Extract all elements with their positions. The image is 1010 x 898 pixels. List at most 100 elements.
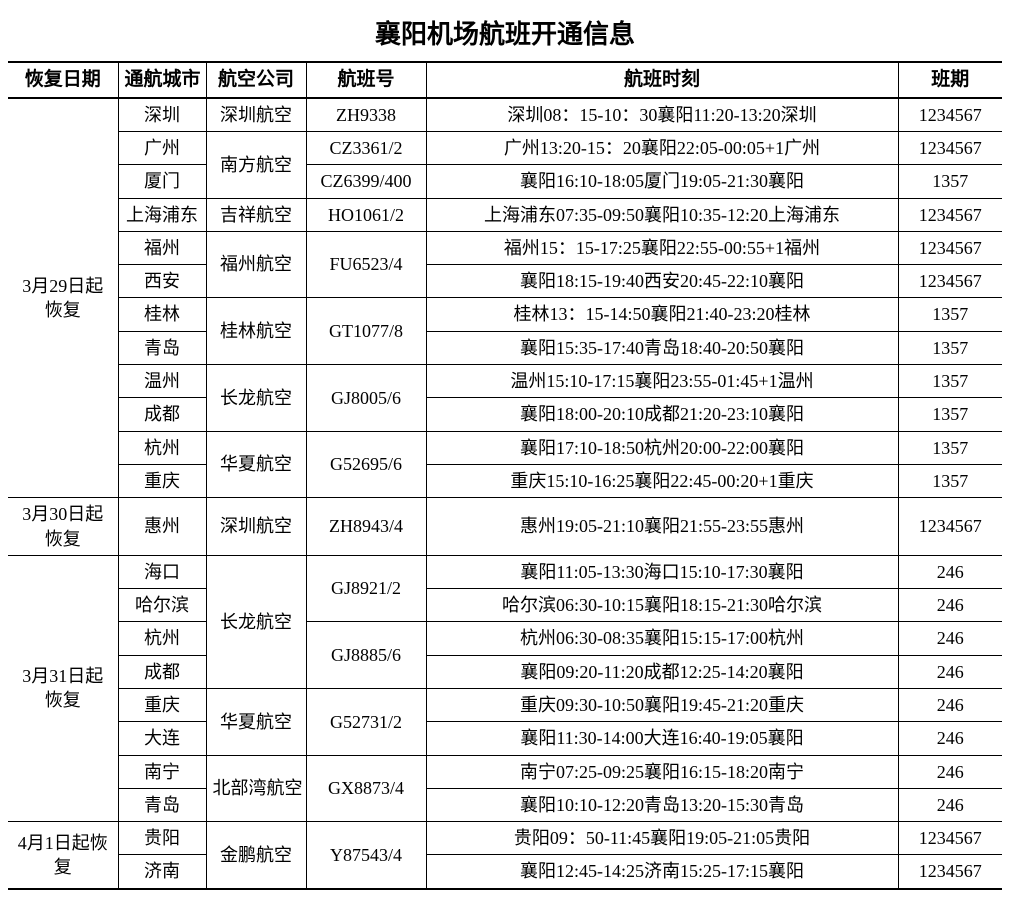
table-row: 广州南方航空CZ3361/2广州13:20-15：20襄阳22:05-00:05…	[8, 131, 1002, 164]
cell-period: 1357	[898, 365, 1002, 398]
table-row: 哈尔滨哈尔滨06:30-10:15襄阳18:15-21:30哈尔滨246	[8, 589, 1002, 622]
cell-period: 1234567	[898, 231, 1002, 264]
cell-airline: 深圳航空	[206, 498, 306, 556]
table-row: 青岛襄阳10:10-12:20青岛13:20-15:30青岛246	[8, 788, 1002, 821]
cell-period: 1357	[898, 331, 1002, 364]
table-row: 4月1日起恢复贵阳金鹏航空Y87543/4贵阳09：50-11:45襄阳19:0…	[8, 822, 1002, 855]
cell-time: 襄阳18:00-20:10成都21:20-23:10襄阳	[426, 398, 898, 431]
page-title: 襄阳机场航班开通信息	[8, 14, 1002, 51]
cell-time: 襄阳11:30-14:00大连16:40-19:05襄阳	[426, 722, 898, 755]
table-row: 桂林桂林航空GT1077/8桂林13：15-14:50襄阳21:40-23:20…	[8, 298, 1002, 331]
cell-period: 246	[898, 555, 1002, 588]
col-airline: 航空公司	[206, 62, 306, 98]
flight-table-container: 襄阳机场航班开通信息 恢复日期 通航城市 航空公司 航班号 航班时刻 班期 3月…	[8, 14, 1002, 890]
cell-period: 1234567	[898, 498, 1002, 556]
cell-flight-no: G52731/2	[306, 688, 426, 755]
cell-city: 桂林	[118, 298, 206, 331]
cell-period: 246	[898, 589, 1002, 622]
cell-time: 襄阳11:05-13:30海口15:10-17:30襄阳	[426, 555, 898, 588]
cell-date: 3月30日起恢复	[8, 498, 118, 556]
cell-flight-no: GT1077/8	[306, 298, 426, 365]
cell-airline: 长龙航空	[206, 555, 306, 688]
cell-city: 南宁	[118, 755, 206, 788]
cell-time: 襄阳12:45-14:25济南15:25-17:15襄阳	[426, 855, 898, 889]
cell-city: 惠州	[118, 498, 206, 556]
table-row: 3月30日起恢复惠州深圳航空ZH8943/4惠州19:05-21:10襄阳21:…	[8, 498, 1002, 556]
table-row: 杭州华夏航空G52695/6襄阳17:10-18:50杭州20:00-22:00…	[8, 431, 1002, 464]
cell-period: 1234567	[898, 265, 1002, 298]
cell-flight-no: GJ8921/2	[306, 555, 426, 622]
cell-time: 上海浦东07:35-09:50襄阳10:35-12:20上海浦东	[426, 198, 898, 231]
cell-airline: 吉祥航空	[206, 198, 306, 231]
cell-city: 深圳	[118, 98, 206, 132]
table-header: 恢复日期 通航城市 航空公司 航班号 航班时刻 班期	[8, 62, 1002, 98]
cell-city: 成都	[118, 655, 206, 688]
cell-date: 3月31日起恢复	[8, 555, 118, 821]
cell-period: 1234567	[898, 855, 1002, 889]
cell-city: 厦门	[118, 165, 206, 198]
cell-time: 南宁07:25-09:25襄阳16:15-18:20南宁	[426, 755, 898, 788]
table-row: 温州长龙航空GJ8005/6温州15:10-17:15襄阳23:55-01:45…	[8, 365, 1002, 398]
cell-flight-no: ZH8943/4	[306, 498, 426, 556]
cell-period: 1234567	[898, 98, 1002, 132]
cell-airline: 华夏航空	[206, 431, 306, 498]
cell-airline: 长龙航空	[206, 365, 306, 432]
col-time: 航班时刻	[426, 62, 898, 98]
col-date: 恢复日期	[8, 62, 118, 98]
cell-time: 襄阳16:10-18:05厦门19:05-21:30襄阳	[426, 165, 898, 198]
cell-city: 西安	[118, 265, 206, 298]
cell-city: 济南	[118, 855, 206, 889]
cell-city: 青岛	[118, 788, 206, 821]
table-row: 济南 襄阳12:45-14:25济南15:25-17:15襄阳1234567	[8, 855, 1002, 889]
cell-flight-no: Y87543/4	[306, 822, 426, 889]
table-row: 重庆重庆15:10-16:25襄阳22:45-00:20+1重庆1357	[8, 464, 1002, 497]
cell-period: 1234567	[898, 198, 1002, 231]
cell-flight-no: GJ8005/6	[306, 365, 426, 432]
cell-airline: 桂林航空	[206, 298, 306, 365]
cell-date: 4月1日起恢复	[8, 822, 118, 889]
cell-period: 1234567	[898, 822, 1002, 855]
table-row: 重庆华夏航空G52731/2重庆09:30-10:50襄阳19:45-21:20…	[8, 688, 1002, 721]
cell-flight-no: G52695/6	[306, 431, 426, 498]
cell-airline: 福州航空	[206, 231, 306, 298]
cell-flight-no: GJ8885/6	[306, 622, 426, 689]
table-row: 成都襄阳18:00-20:10成都21:20-23:10襄阳1357	[8, 398, 1002, 431]
cell-time: 襄阳15:35-17:40青岛18:40-20:50襄阳	[426, 331, 898, 364]
cell-period: 246	[898, 688, 1002, 721]
cell-flight-no: CZ3361/2	[306, 131, 426, 164]
cell-period: 246	[898, 655, 1002, 688]
cell-time: 襄阳17:10-18:50杭州20:00-22:00襄阳	[426, 431, 898, 464]
table-row: 南宁北部湾航空GX8873/4南宁07:25-09:25襄阳16:15-18:2…	[8, 755, 1002, 788]
cell-time: 贵阳09：50-11:45襄阳19:05-21:05贵阳	[426, 822, 898, 855]
cell-time: 襄阳09:20-11:20成都12:25-14:20襄阳	[426, 655, 898, 688]
cell-period: 1357	[898, 431, 1002, 464]
cell-time: 桂林13：15-14:50襄阳21:40-23:20桂林	[426, 298, 898, 331]
cell-city: 青岛	[118, 331, 206, 364]
cell-period: 246	[898, 722, 1002, 755]
col-flight: 航班号	[306, 62, 426, 98]
cell-flight-no: HO1061/2	[306, 198, 426, 231]
cell-city: 贵阳	[118, 822, 206, 855]
table-row: 上海浦东吉祥航空HO1061/2上海浦东07:35-09:50襄阳10:35-1…	[8, 198, 1002, 231]
cell-airline: 金鹏航空	[206, 822, 306, 889]
cell-period: 1357	[898, 464, 1002, 497]
cell-time: 襄阳18:15-19:40西安20:45-22:10襄阳	[426, 265, 898, 298]
cell-period: 246	[898, 788, 1002, 821]
table-body: 3月29日起恢复深圳深圳航空ZH9338深圳08：15-10：30襄阳11:20…	[8, 98, 1002, 889]
table-row: 厦门 CZ6399/400襄阳16:10-18:05厦门19:05-21:30襄阳…	[8, 165, 1002, 198]
cell-airline: 华夏航空	[206, 688, 306, 755]
cell-period: 246	[898, 622, 1002, 655]
cell-period: 1357	[898, 165, 1002, 198]
cell-city: 温州	[118, 365, 206, 398]
table-row: 杭州GJ8885/6杭州06:30-08:35襄阳15:15-17:00杭州24…	[8, 622, 1002, 655]
cell-time: 杭州06:30-08:35襄阳15:15-17:00杭州	[426, 622, 898, 655]
table-row: 大连襄阳11:30-14:00大连16:40-19:05襄阳246	[8, 722, 1002, 755]
table-row: 成都 襄阳09:20-11:20成都12:25-14:20襄阳246	[8, 655, 1002, 688]
cell-period: 1234567	[898, 131, 1002, 164]
cell-flight-no: CZ6399/400	[306, 165, 426, 198]
cell-period: 1357	[898, 298, 1002, 331]
cell-flight-no: GX8873/4	[306, 755, 426, 822]
cell-time: 福州15：15-17:25襄阳22:55-00:55+1福州	[426, 231, 898, 264]
cell-time: 深圳08：15-10：30襄阳11:20-13:20深圳	[426, 98, 898, 132]
table-row: 3月29日起恢复深圳深圳航空ZH9338深圳08：15-10：30襄阳11:20…	[8, 98, 1002, 132]
